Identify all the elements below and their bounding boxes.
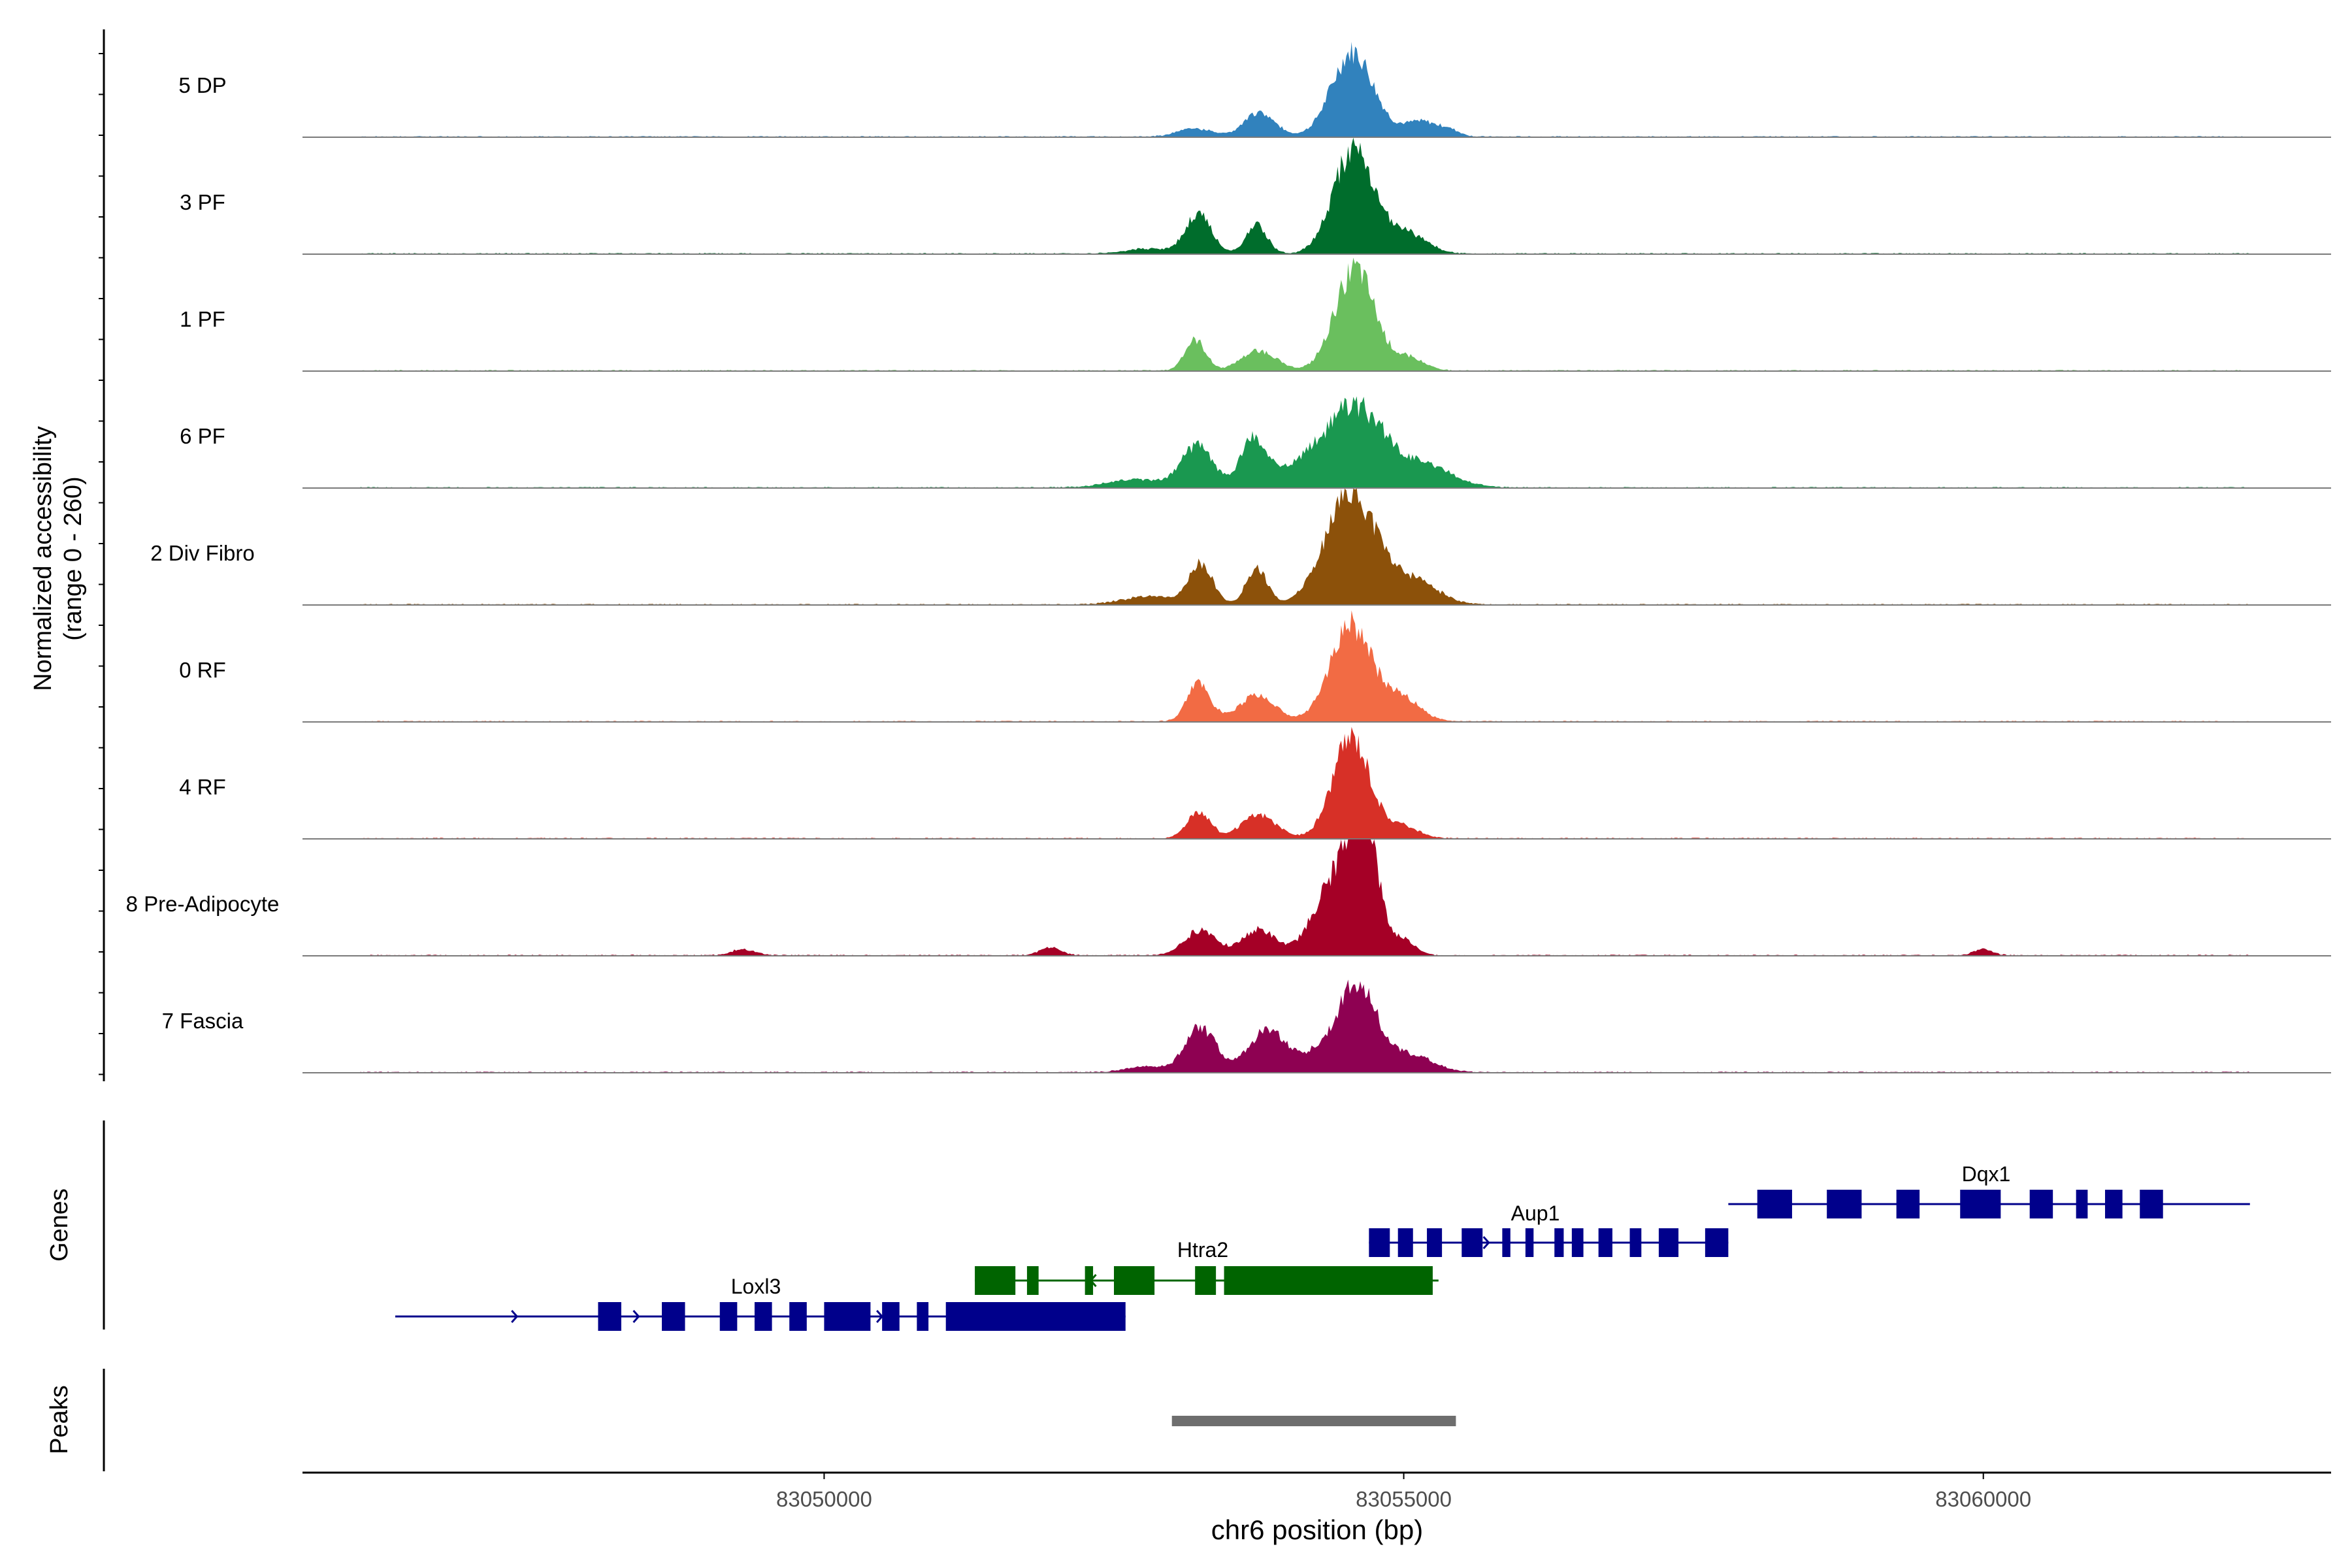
exon-block xyxy=(1571,1228,1584,1257)
gene-annotations: Loxl3 Htra2 Aup1 Dqx1 xyxy=(395,1162,2250,1331)
track-labels: 5 DP 3 PF 1 PF 6 PF 2 Div Fibro 0 RF 4 RF 8 Pre… xyxy=(126,73,280,1033)
strand-arrow xyxy=(1482,1236,1490,1249)
y-axis-label-line1: Normalized accessibility xyxy=(29,426,57,691)
exon-block xyxy=(662,1302,685,1331)
exon-block xyxy=(1960,1190,2001,1218)
gene-label: Htra2 xyxy=(1177,1238,1228,1262)
exon-block xyxy=(1462,1228,1483,1257)
exon-block xyxy=(754,1302,772,1331)
track-label: 1 PF xyxy=(180,307,225,331)
coverage-area-2-div-fibro xyxy=(360,488,2250,605)
exon-block xyxy=(598,1302,621,1331)
track-label: 3 PF xyxy=(180,190,225,214)
exon-block xyxy=(1195,1266,1217,1295)
x-tick-label: 83050000 xyxy=(776,1487,872,1511)
exon-block xyxy=(789,1302,807,1331)
exon-block xyxy=(1502,1228,1511,1257)
exon-block xyxy=(945,1302,1126,1331)
x-axis-ticks: 83050000 83055000 83060000 xyxy=(776,1473,2031,1511)
exon-block xyxy=(2140,1190,2163,1218)
coverage-y-ticks xyxy=(99,53,104,1075)
coverage-area-8-pre-adipocyte xyxy=(360,839,2250,956)
exon-block xyxy=(2076,1190,2088,1218)
exon-block xyxy=(1397,1228,1413,1257)
x-axis-title: chr6 position (bp) xyxy=(1211,1514,1424,1545)
coverage-area-6-pf xyxy=(360,396,2250,488)
coverage-area-7-fascia xyxy=(360,979,2250,1073)
exon-block xyxy=(882,1302,900,1331)
strand-arrow xyxy=(511,1310,519,1323)
exon-block xyxy=(1427,1228,1443,1257)
exon-block xyxy=(1224,1266,1433,1295)
track-label: 8 Pre-Adipocyte xyxy=(126,892,280,916)
track-label: 4 RF xyxy=(179,775,226,799)
exon-block xyxy=(1026,1266,1039,1295)
exon-block xyxy=(2029,1190,2053,1218)
exon-block xyxy=(1757,1190,1792,1218)
track-label: 0 RF xyxy=(179,658,226,682)
coverage-tracks xyxy=(302,42,2331,1073)
exon-block xyxy=(1085,1266,1094,1295)
exon-block xyxy=(1629,1228,1642,1257)
exon-block xyxy=(2105,1190,2123,1218)
exon-block xyxy=(1554,1228,1564,1257)
peaks-panel-label: Peaks xyxy=(46,1385,73,1454)
track-label: 2 Div Fibro xyxy=(150,541,255,565)
strand-arrow xyxy=(632,1310,640,1323)
x-tick-label: 83060000 xyxy=(1935,1487,2031,1511)
y-axis-label-line2: (range 0 - 260) xyxy=(59,476,87,640)
track-label: 6 PF xyxy=(180,424,225,448)
exon-block xyxy=(1658,1228,1679,1257)
gene-label: Aup1 xyxy=(1511,1201,1560,1225)
exon-block xyxy=(975,1266,1016,1295)
x-tick-label: 83055000 xyxy=(1356,1487,1452,1511)
track-label: 5 DP xyxy=(178,73,226,97)
genes-panel-label: Genes xyxy=(46,1188,73,1262)
gene-label: Dqx1 xyxy=(1962,1162,2011,1186)
exon-block xyxy=(719,1302,738,1331)
exon-block xyxy=(824,1302,871,1331)
exon-block xyxy=(1827,1190,1862,1218)
peak-regions xyxy=(1171,1416,1456,1426)
exon-block xyxy=(1369,1228,1390,1257)
gene-label: Loxl3 xyxy=(731,1275,781,1298)
exon-block xyxy=(1114,1266,1155,1295)
exon-block xyxy=(1896,1190,1920,1218)
exon-block xyxy=(917,1302,929,1331)
peak-region-bar xyxy=(1171,1416,1456,1426)
exon-block xyxy=(1598,1228,1612,1257)
exon-block xyxy=(1525,1228,1534,1257)
exon-block xyxy=(1705,1228,1729,1257)
track-label: 7 Fascia xyxy=(162,1009,244,1033)
